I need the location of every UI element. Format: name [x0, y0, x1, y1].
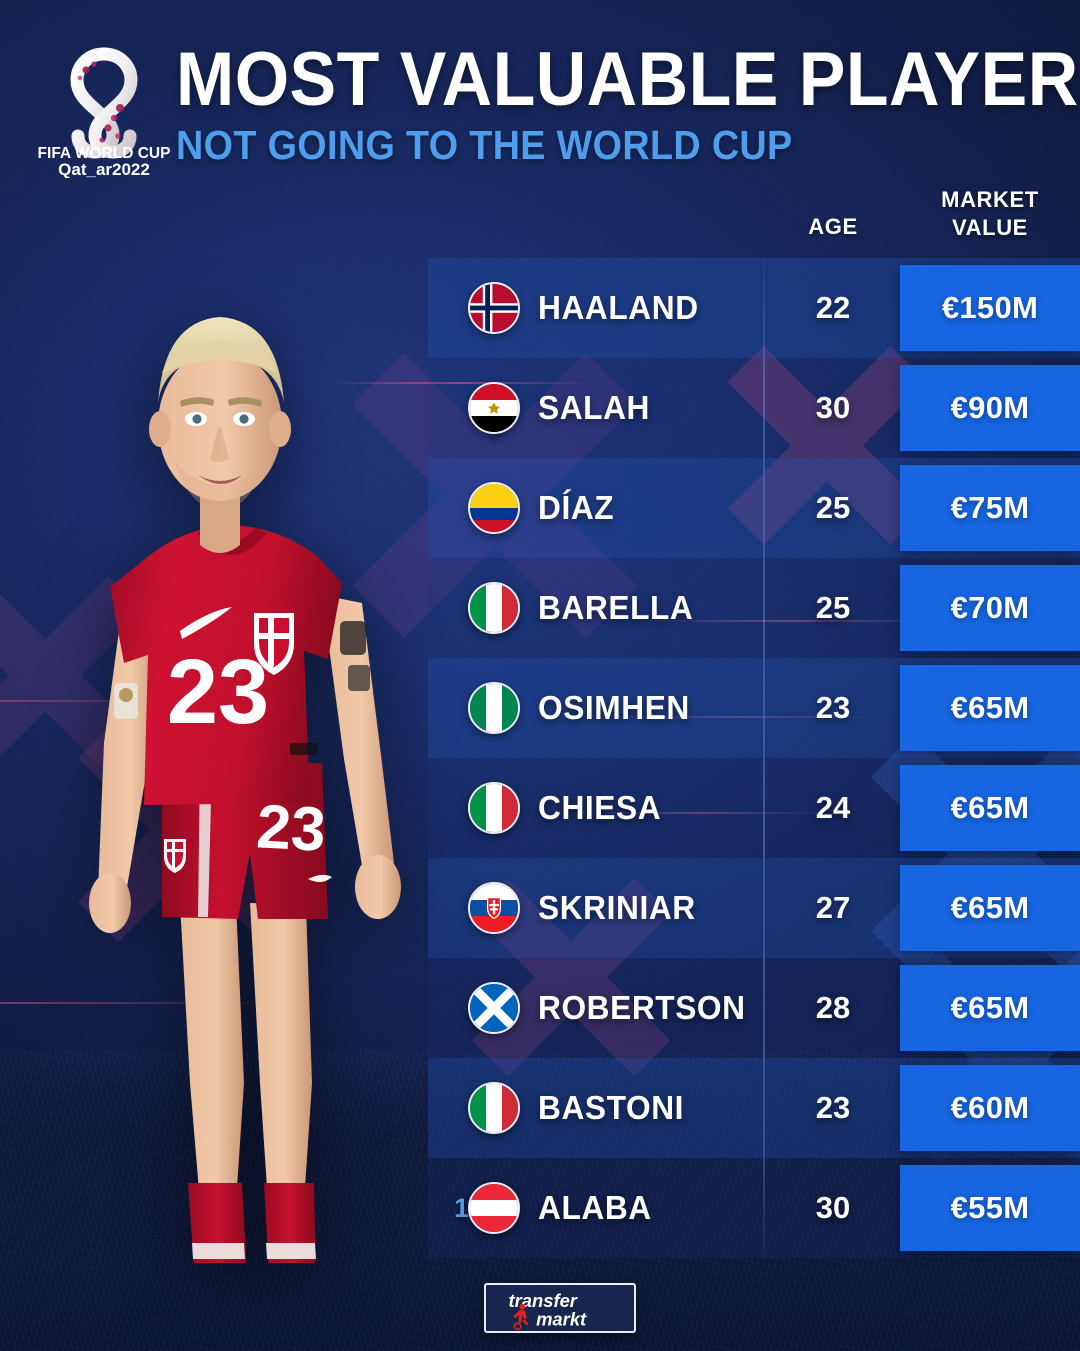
market-value-text: €90M: [950, 390, 1030, 425]
market-value-cell: €150M: [900, 265, 1080, 351]
flag-icon-austria: [468, 1182, 520, 1234]
market-value-text: €65M: [950, 790, 1030, 825]
player-age: 23: [815, 690, 851, 725]
market-value-cell: €65M: [900, 765, 1080, 851]
player-name: ALABA: [538, 1189, 652, 1226]
player-name: ROBERTSON: [538, 989, 746, 1026]
player-name: CHIESA: [538, 789, 662, 826]
flag-icon-italy: [468, 1082, 520, 1134]
player-age: 30: [815, 1190, 851, 1225]
player-age: 24: [815, 790, 851, 825]
player-photo-haaland: 23 2: [22, 203, 442, 1263]
fifa-world-cup-logo-icon: FIFA WORLD CUP Qat_ar2022: [34, 42, 174, 178]
market-value-text: €55M: [950, 1190, 1030, 1225]
player-name: HAALAND: [538, 289, 699, 326]
flag-icon-scotland: [468, 982, 520, 1034]
transfermarkt-logo: transfer markt: [484, 1283, 636, 1333]
flag-icon-slovakia: [468, 882, 520, 934]
market-value-cell: €65M: [900, 865, 1080, 951]
market-value-text: €65M: [950, 890, 1030, 925]
market-value-text: €60M: [950, 1090, 1030, 1125]
market-value-text: €65M: [950, 990, 1030, 1025]
market-value-cell: €55M: [900, 1165, 1080, 1251]
player-name: OSIMHEN: [538, 689, 690, 726]
column-header-market-value-line1: MARKET: [941, 187, 1039, 212]
column-header-market-value: MARKET VALUE: [900, 186, 1080, 242]
player-age: 23: [815, 1090, 851, 1125]
transfermarkt-line1: transfer: [508, 1290, 577, 1311]
flag-icon-italy: [468, 782, 520, 834]
column-header-age: AGE: [808, 214, 858, 239]
fifa-logo-line2: Qat_ar2022: [58, 160, 150, 178]
market-value-cell: €65M: [900, 965, 1080, 1051]
page-title: MOST VALUABLE PLAYERS: [176, 37, 1080, 122]
player-age: 22: [815, 290, 851, 325]
page-subtitle: NOT GOING TO THE WORLD CUP: [176, 121, 793, 168]
market-value-cell: €60M: [900, 1065, 1080, 1151]
player-name: DÍAZ: [538, 489, 615, 526]
fifa-logo-line1: FIFA WORLD CUP: [38, 145, 171, 162]
player-age: 30: [815, 390, 851, 425]
column-divider: [763, 258, 765, 1258]
column-header-market-value-line2: VALUE: [952, 215, 1028, 241]
market-value-cell: €65M: [900, 665, 1080, 751]
market-value-text: €150M: [941, 290, 1039, 325]
flag-icon-egypt: [468, 382, 520, 434]
player-age: 25: [815, 490, 851, 525]
flag-icon-norway: [468, 282, 520, 334]
market-value-text: €65M: [950, 690, 1030, 725]
player-name: BASTONI: [538, 1089, 685, 1126]
flag-icon-italy: [468, 582, 520, 634]
market-value-cell: €70M: [900, 565, 1080, 651]
player-name: SKRINIAR: [538, 889, 696, 926]
player-name: SALAH: [538, 389, 651, 426]
player-name: BARELLA: [538, 589, 694, 626]
market-value-text: €70M: [950, 590, 1030, 625]
flag-icon-colombia: [468, 482, 520, 534]
market-value-text: €75M: [950, 490, 1030, 525]
header: FIFA WORLD CUP Qat_ar2022 MOST VALUABLE …: [0, 0, 1080, 190]
table-row[interactable]: 10 ALABA 30 €55M: [0, 1158, 1080, 1258]
player-age: 27: [815, 890, 851, 925]
svg-text:23: 23: [255, 792, 327, 865]
player-age: 28: [815, 990, 851, 1025]
transfermarkt-line2: markt: [536, 1308, 587, 1329]
title-block: MOST VALUABLE PLAYERS NOT GOING TO THE W…: [176, 37, 1080, 168]
player-age: 25: [815, 590, 851, 625]
market-value-cell: €90M: [900, 365, 1080, 451]
column-headers: AGE MARKET VALUE: [0, 176, 1080, 256]
svg-text:23: 23: [167, 641, 269, 743]
flag-icon-nigeria: [468, 682, 520, 734]
market-value-cell: €75M: [900, 465, 1080, 551]
